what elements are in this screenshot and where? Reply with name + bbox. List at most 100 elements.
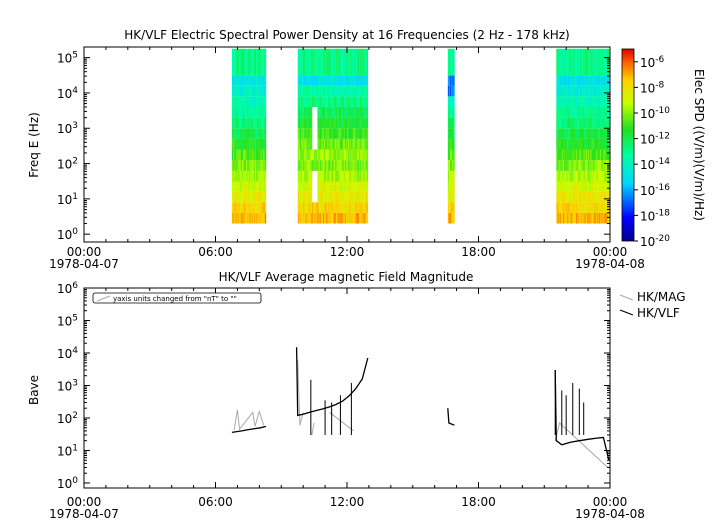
spectrogram-cell [577,85,579,97]
spectrogram-cell [350,117,352,129]
spectrogram-cell [298,149,301,161]
spectrogram-cell [316,48,318,76]
spectrogram-cell [337,117,339,129]
spectrogram-cell [603,106,605,118]
spectrogram-cell [306,96,308,107]
spectrogram-cell [580,85,582,97]
spectrogram-cell [308,170,311,182]
spectrogram-cell [233,96,235,107]
spectrogram-cell [253,75,256,86]
spectrogram-cell [362,170,364,182]
spectrogram-cell [257,85,259,97]
spectrogram-cell [256,48,258,76]
spectrogram-cell [596,48,599,76]
spectrogram-cell [330,75,332,86]
spectrogram-cell [321,48,324,76]
spectrogram-cell [263,181,266,192]
spectrogram-cell [241,160,244,171]
spectrogram-cell [566,85,568,97]
x-tick-label: 18:00 [461,245,496,259]
spectrogram-cell [566,170,568,182]
spectrogram-cell [561,191,564,203]
spectrogram-cell [582,170,584,182]
spectrogram-cell [596,117,599,129]
spectrogram-cell [593,160,595,171]
spectrogram-cell [239,48,242,76]
spectrogram-cell [256,96,258,107]
spectrogram-cell [602,191,604,203]
spectrogram-cell [329,48,331,76]
spectrogram-cell [297,181,300,192]
spectrogram-cell [256,170,258,182]
spectrogram-cell [248,202,250,213]
spectrogram-cell [574,191,577,203]
spectrogram-cell [571,160,574,171]
spectrogram-cell [579,170,581,182]
spectrogram-cell [363,96,365,107]
spectrogram-cell [262,160,265,171]
spectrogram-cell [359,181,361,192]
spectrogram-cell [361,96,363,107]
spectrogram-cell [570,191,572,203]
spectrogram-cell [252,191,255,203]
spectrogram-cell [256,191,258,203]
spectrogram-cell [250,75,252,86]
spectrogram-cell [604,106,606,118]
spectrogram-cell [260,138,262,150]
spectrogram-cell [364,170,366,182]
spectrogram-cell [578,212,580,224]
spectrogram-cell [362,149,364,161]
spectrogram-cell [452,138,454,150]
spectrogram-cell [338,191,340,203]
spectrogram-cell [257,149,259,161]
spectrogram-cell [562,85,565,97]
spectrogram-cell [351,106,353,118]
spectrogram-cell [588,202,590,213]
spectrogram-cell [589,138,591,150]
spectrogram-cell [350,170,352,182]
spectrogram-cell [597,85,600,97]
spectrogram-cell [245,170,247,182]
spectrogram-cell [348,75,350,86]
spectrogram-cell [447,75,450,86]
spectrogram-cell [594,191,597,203]
spectrogram-cell [342,191,345,203]
spectrogram-cell [241,85,244,97]
spectrogram-cell [580,96,582,107]
spectrogram-cell [336,191,338,203]
spectrogram-cell [561,202,564,213]
spectrogram-cell [330,181,332,192]
spectrogram-cell [307,170,309,182]
spectrogram-cell [337,160,339,171]
spectrogram-cell [325,48,327,76]
spectrogram-cell [310,75,313,86]
spectrogram-cell [239,170,242,182]
spectrogram-cell [365,48,368,76]
spectrogram-cell [593,170,595,182]
spectrogram-cell [333,75,336,86]
spectrogram-cell [302,138,304,150]
spectrogram-cell [261,149,263,161]
spectrogram-cell [315,160,317,171]
spectrogram-cell [571,149,574,161]
legend-swatch-hkvlf [619,309,634,316]
spectrogram-cell [344,170,347,182]
spectrogram-cell [593,117,595,129]
spectrogram-cell [234,191,236,203]
spectrogram-cell [235,138,237,150]
spectrogram-cell [238,85,240,97]
spectrogram-cell [302,85,304,97]
spectrogram-cell [308,117,311,129]
spectrogram-cell [356,128,359,139]
spectrogram-cell [357,48,360,76]
spectrogram-cell [452,181,454,192]
spectrogram-cell [233,128,235,139]
spectrogram-cell [563,85,566,97]
spectrogram-cell [342,212,345,224]
spectrogram-cell [248,138,250,150]
spectrogram-cell [337,106,339,118]
spectrogram-cell [351,170,353,182]
spectrogram-cell [311,160,314,171]
spectrogram-cell [607,202,610,213]
